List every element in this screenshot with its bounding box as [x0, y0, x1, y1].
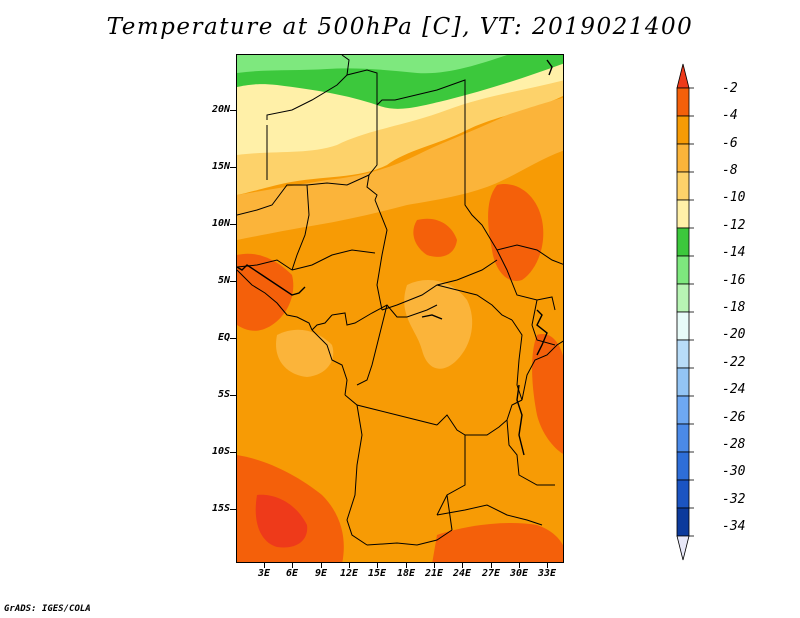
colorbar-segment [676, 143, 690, 173]
lon-tick [377, 563, 378, 568]
lat-label-15s: 15S [211, 503, 230, 514]
colorbar-segment [676, 283, 690, 313]
lat-label-10s: 10S [211, 446, 230, 457]
lat-tick [230, 395, 236, 396]
colorbar-label: -32 [722, 492, 746, 507]
colorbar-label: -20 [722, 327, 746, 342]
lon-tick [434, 563, 435, 568]
colorbar-segment [676, 115, 690, 145]
temperature-field [237, 55, 563, 562]
colorbar-segment [676, 227, 690, 257]
lon-tick [349, 563, 350, 568]
field-patch-m4-m2-rift [532, 334, 563, 454]
colorbar-segment [676, 199, 690, 229]
lon-label-12e: 12E [339, 568, 359, 579]
colorbar-segment [676, 255, 690, 285]
colorbar-label: -22 [722, 355, 746, 370]
colorbar-segment [676, 367, 690, 397]
field-patch-m8-m6-2 [276, 329, 334, 377]
colorbar-segment [676, 451, 690, 481]
colorbar-segment [676, 311, 690, 341]
colorbar-label: -18 [722, 300, 746, 315]
colorbar-segment [676, 479, 690, 509]
colorbar-label: -30 [722, 464, 746, 479]
lat-tick [230, 452, 236, 453]
lon-tick [462, 563, 463, 568]
lon-label-30e: 30E [509, 568, 529, 579]
lon-label-15e: 15E [367, 568, 387, 579]
field-band-m16-m14 [237, 55, 563, 74]
field-band-m8-m6 [237, 97, 563, 240]
lon-label-33e: 33E [537, 568, 557, 579]
colorbar-label: -2 [722, 81, 738, 96]
colorbar-label: -12 [722, 218, 746, 233]
colorbar-segment [676, 423, 690, 453]
field-patch-m4-m2-central [413, 218, 457, 257]
lat-tick [230, 110, 236, 111]
colorbar-label: -14 [722, 245, 746, 260]
lon-label-6e: 6E [285, 568, 299, 579]
lat-label-eq: EQ [217, 332, 230, 343]
colorbar-label: -4 [722, 108, 738, 123]
field-patch-m4-m2-east [488, 184, 544, 281]
colorbar-label: -24 [722, 382, 746, 397]
lon-label-24e: 24E [452, 568, 472, 579]
colorbar-segment [676, 395, 690, 425]
lat-tick [230, 167, 236, 168]
lat-tick [230, 224, 236, 225]
lat-tick [230, 281, 236, 282]
lon-label-21e: 21E [424, 568, 444, 579]
lon-tick [321, 563, 322, 568]
lon-tick [547, 563, 548, 568]
colorbar-top-arrow [676, 63, 690, 89]
colorbar-segments [676, 63, 694, 561]
lat-label-15n: 15N [211, 161, 230, 172]
country-borders [237, 55, 563, 546]
lat-label-10n: 10N [211, 218, 230, 229]
grads-credit: GrADS: IGES/COLA [4, 604, 91, 614]
field-patch-above-m2 [255, 494, 308, 548]
colorbar-bottom-arrow [676, 535, 690, 561]
colorbar-segment [676, 87, 690, 117]
lon-tick [519, 563, 520, 568]
map-panel [236, 54, 564, 563]
map-title: Temperature at 500hPa [C], VT: 201902140… [106, 14, 694, 40]
colorbar-label: -8 [722, 163, 738, 178]
lat-tick [230, 338, 236, 339]
lon-tick [406, 563, 407, 568]
field-patch-m8-m6 [404, 280, 473, 369]
colorbar-label: -16 [722, 273, 746, 288]
lon-tick [264, 563, 265, 568]
colorbar-segment [676, 339, 690, 369]
lon-label-9e: 9E [314, 568, 328, 579]
lat-label-20n: 20N [211, 104, 230, 115]
lat-label-5n: 5N [217, 275, 230, 286]
lat-label-5s: 5S [217, 389, 230, 400]
colorbar-label: -6 [722, 136, 738, 151]
colorbar-label: -34 [722, 519, 746, 534]
colorbar [676, 63, 694, 561]
colorbar-label: -26 [722, 410, 746, 425]
lon-tick [292, 563, 293, 568]
colorbar-segment [676, 171, 690, 201]
lon-label-27e: 27E [481, 568, 501, 579]
lat-tick [230, 509, 236, 510]
colorbar-segment [676, 507, 690, 537]
field-patch-m4-m2-west [237, 253, 294, 331]
field-patch-m4-m2-south [432, 523, 563, 562]
lon-tick [491, 563, 492, 568]
coastlines-lakes [237, 59, 553, 456]
lon-label-18e: 18E [396, 568, 416, 579]
lon-label-3e: 3E [257, 568, 271, 579]
colorbar-label: -28 [722, 437, 746, 452]
colorbar-label: -10 [722, 190, 746, 205]
